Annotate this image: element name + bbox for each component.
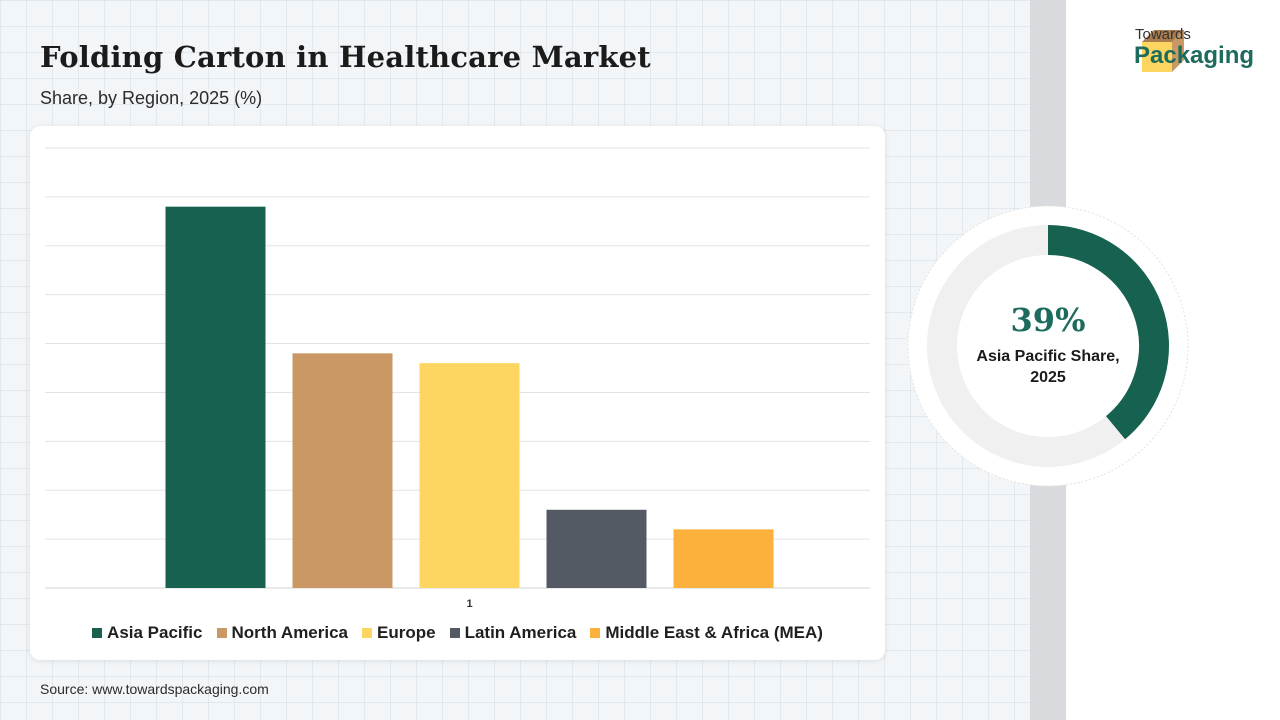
source-note: Source: www.towardspackaging.com (40, 681, 269, 697)
donut-label: Asia Pacific Share, 2025 (955, 346, 1141, 388)
legend-label: North America (231, 623, 349, 642)
donut-label-line2: 2025 (1030, 369, 1066, 386)
brand-name-line1: Towards (1135, 26, 1191, 43)
brand-logo-icon (1142, 30, 1184, 72)
chart-card: 1 (30, 126, 885, 660)
x-tick-label: 1 (466, 598, 472, 610)
bar-asia-pacific (165, 206, 266, 588)
legend-swatch (590, 628, 601, 638)
legend-item: Latin America (449, 623, 577, 643)
chart-title: Folding Carton in Healthcare Market (40, 40, 651, 74)
legend-item: Middle East & Africa (MEA) (590, 623, 823, 643)
legend-swatch (362, 628, 373, 638)
brand-name-line2: Packaging (1134, 42, 1255, 69)
chart-legend: Asia Pacific North America Europe Latin Ame… (30, 623, 885, 643)
legend-swatch (92, 628, 103, 638)
legend-label: Asia Pacific (107, 623, 203, 642)
share-donut-chart (907, 205, 1189, 487)
donut-center-text: 39% Asia Pacific Share, 2025 (955, 300, 1141, 388)
bar-middle-east-africa-mea (673, 529, 774, 588)
donut-share-arc (1047, 225, 1169, 440)
bar-europe (419, 363, 520, 588)
donut-label-line1: Asia Pacific Share, (976, 348, 1120, 365)
chart-subtitle: Share, by Region, 2025 (%) (40, 88, 263, 108)
donut-value: 39% (1010, 301, 1086, 339)
legend-swatch (216, 628, 227, 638)
legend-item: North America (216, 623, 349, 643)
bar-chart: 1 (45, 147, 870, 610)
legend-item: Europe (362, 623, 436, 643)
legend-item: Asia Pacific (92, 623, 203, 643)
legend-label: Latin America (464, 623, 577, 642)
bar-latin-america (546, 509, 647, 588)
legend-label: Europe (377, 623, 436, 642)
legend-swatch (449, 628, 460, 638)
bar-north-america (292, 353, 393, 588)
legend-label: Middle East & Africa (MEA) (605, 623, 823, 642)
